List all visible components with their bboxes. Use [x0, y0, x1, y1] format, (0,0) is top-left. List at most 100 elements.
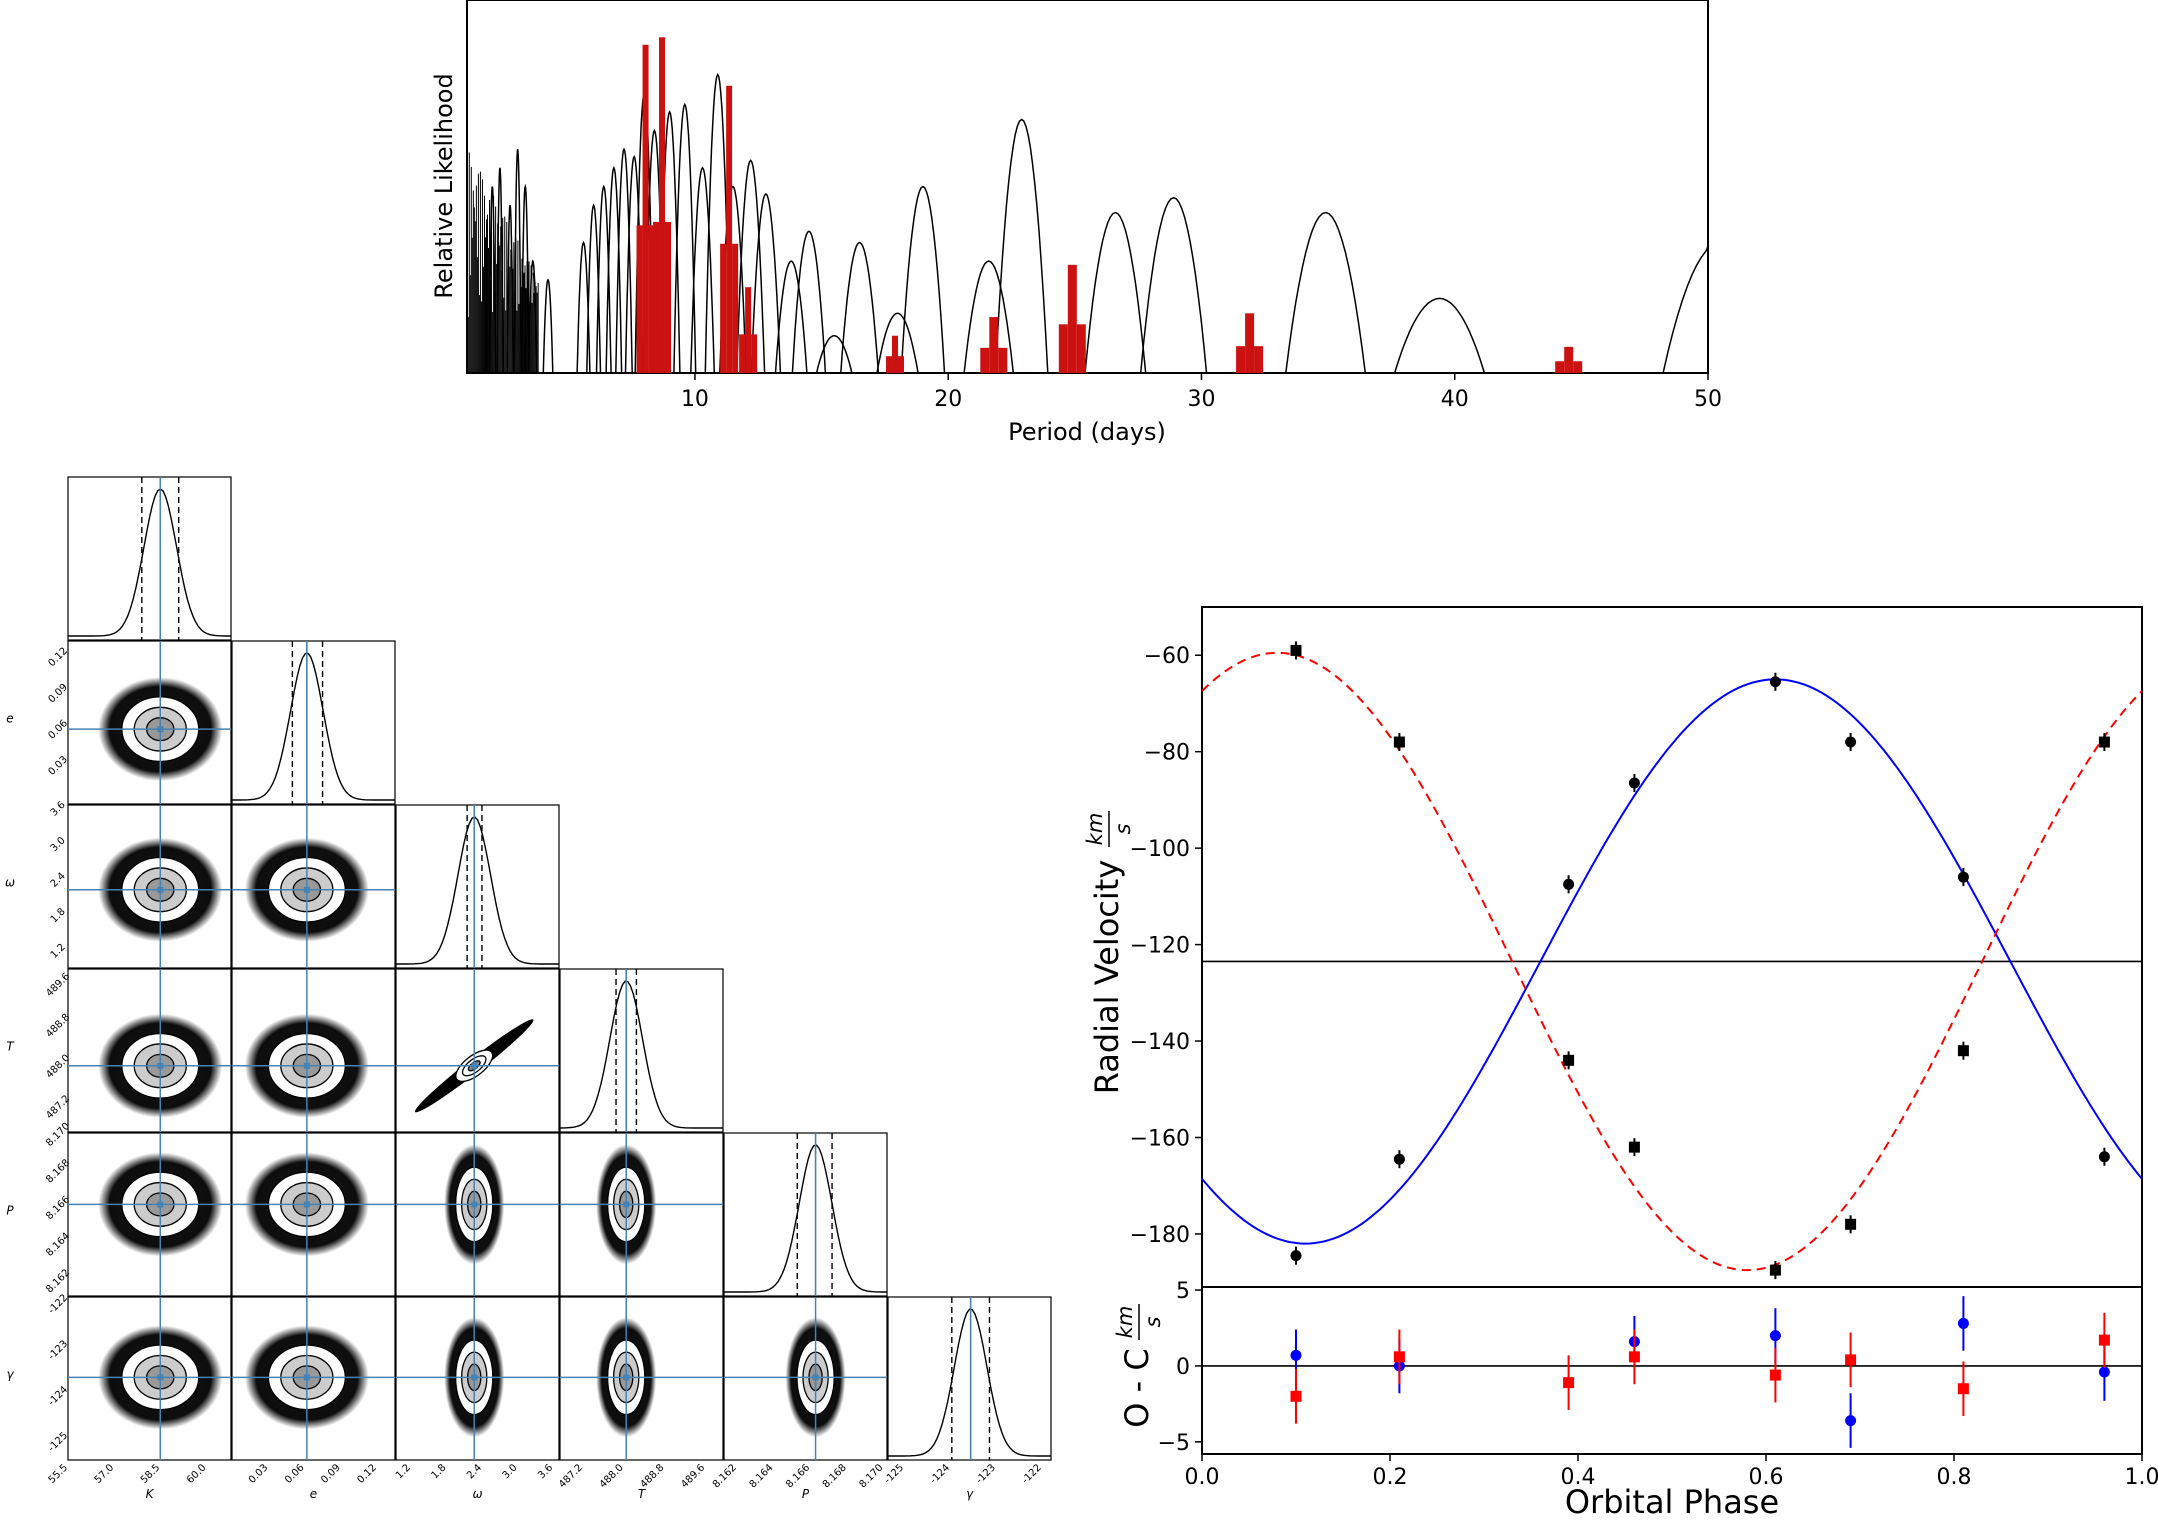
likelihood-peak — [791, 230, 827, 374]
residual-point — [1393, 1351, 1405, 1363]
periodogram-xlabel: Period (days) — [1008, 418, 1166, 446]
corner-ytick-label: 1.2 — [49, 942, 68, 961]
rv-ylabel-unit-num: km — [1083, 813, 1107, 846]
residual-point — [1563, 1377, 1575, 1389]
posterior-bar — [665, 221, 672, 373]
residual-ytick-label: 5 — [1176, 1279, 1190, 1304]
residual-point — [2098, 1366, 2110, 1378]
rv-point — [1957, 1045, 1969, 1057]
posterior-bar — [1058, 324, 1068, 373]
corner-cell — [395, 1132, 560, 1297]
corner-xtick-label: 8.168 — [821, 1462, 849, 1490]
residuals-panel: 5 0 −5 0.0 0.2 0.4 0.6 0.8 1.0 Orbital Phase O -… — [1113, 1279, 2158, 1521]
corner-cell — [231, 640, 396, 805]
truth-marker — [157, 1201, 164, 1208]
truth-marker — [623, 1201, 630, 1208]
marginal-histogram — [724, 1144, 887, 1293]
rv-point — [1290, 644, 1302, 656]
corner-cell — [559, 968, 724, 1133]
corner-ytick-label: 0.06 — [46, 718, 70, 742]
posterior-bar — [648, 225, 655, 373]
truth-marker — [157, 886, 164, 893]
residuals-frame — [1201, 1286, 2143, 1455]
rv-ylabel-unit-den: s — [1111, 823, 1135, 834]
rv-point — [1563, 1054, 1575, 1066]
rv-point — [1769, 1264, 1781, 1276]
corner-xtick-label: 3.6 — [536, 1462, 555, 1481]
likelihood-peak — [1285, 211, 1367, 374]
truth-marker — [471, 1374, 478, 1381]
corner-ytick-label: -122 — [46, 1292, 70, 1316]
posterior-bar — [636, 225, 643, 373]
rv-ytick-label: −120 — [1130, 934, 1190, 959]
corner-cell — [67, 1296, 232, 1461]
residual-point — [1957, 1317, 1969, 1329]
truth-marker — [623, 1374, 630, 1381]
periodogram-ylabel: Relative Likelihood — [430, 73, 458, 298]
truth-marker — [471, 1201, 478, 1208]
phase-xtick-label: 1.0 — [2125, 1465, 2158, 1490]
corner-cell-frame — [723, 1132, 888, 1297]
residual-ytick-label: 0 — [1176, 1355, 1190, 1380]
corner-cell-frame — [395, 804, 560, 969]
truth-marker — [157, 1062, 164, 1069]
posterior-bar — [1555, 361, 1565, 373]
likelihood-peak — [615, 147, 633, 374]
periodogram-xtick-label: 20 — [934, 387, 962, 412]
corner-cell — [887, 1296, 1052, 1461]
likelihood-peak — [673, 102, 697, 374]
residuals-ylabel-unit-num: km — [1113, 1306, 1137, 1339]
corner-xtick-label: 487.2 — [557, 1462, 585, 1490]
likelihood-peak — [736, 159, 766, 374]
corner-xtick-label: 488.0 — [598, 1462, 626, 1490]
likelihood-peak — [963, 260, 1015, 374]
likelihood-peak — [815, 334, 853, 374]
posterior-bar — [1245, 313, 1255, 373]
rv-ytick-label: −140 — [1130, 1030, 1190, 1055]
corner-xlabel: ω — [472, 1487, 482, 1501]
rv-ytick-label: −60 — [1144, 644, 1190, 669]
corner-xtick-label: 8.162 — [711, 1462, 739, 1490]
rv-ylabel-text: Radial Velocity — [1088, 860, 1126, 1095]
likelihood-peak — [774, 260, 808, 374]
corner-xtick-label: 0.09 — [319, 1462, 343, 1486]
corner-cell — [67, 968, 232, 1133]
rv-ylabel: Radial Velocity km s — [1083, 811, 1135, 1094]
rv-point — [2098, 1151, 2110, 1163]
corner-cell — [67, 476, 232, 641]
marginal-histogram — [888, 1308, 1051, 1457]
corner-cell — [67, 1132, 232, 1297]
corner-xlabel: K — [146, 1487, 155, 1501]
corner-cell-frame — [559, 968, 724, 1133]
posterior-bar — [989, 317, 999, 373]
corner-xtick-label: 57.0 — [93, 1462, 117, 1486]
likelihood-peak — [1084, 211, 1147, 374]
posterior-bar — [739, 334, 746, 373]
likelihood-peak — [542, 278, 554, 374]
corner-cell — [231, 1296, 396, 1461]
rv-point — [1845, 736, 1857, 748]
periodogram-xtick-label: 30 — [1187, 387, 1215, 412]
posterior-bar — [1076, 324, 1086, 373]
corner-ytick-label: -124 — [46, 1384, 70, 1408]
residual-point — [1845, 1415, 1857, 1427]
posterior-bar — [892, 335, 899, 373]
corner-xtick-label: 2.4 — [465, 1462, 484, 1481]
truth-marker — [157, 1374, 164, 1381]
residuals-ylabel-unit-den: s — [1141, 1316, 1165, 1327]
periodogram-xtick-label: 10 — [681, 387, 709, 412]
corner-xtick-label: 8.164 — [748, 1462, 776, 1490]
posterior-bar — [886, 356, 893, 373]
residual-point — [1769, 1369, 1781, 1381]
rv-point — [1957, 871, 1969, 883]
residual-ytick-label: −5 — [1158, 1431, 1190, 1456]
primary-model-curve — [1201, 678, 2143, 1245]
corner-xtick-label: 58.5 — [139, 1462, 163, 1486]
rv-ytick-label: −80 — [1144, 741, 1190, 766]
posterior-bar — [1254, 346, 1264, 373]
secondary-model-curve — [1201, 651, 2143, 1272]
rv-point — [1563, 878, 1575, 890]
likelihood-peak — [488, 186, 497, 374]
rv-point — [1290, 1250, 1302, 1262]
